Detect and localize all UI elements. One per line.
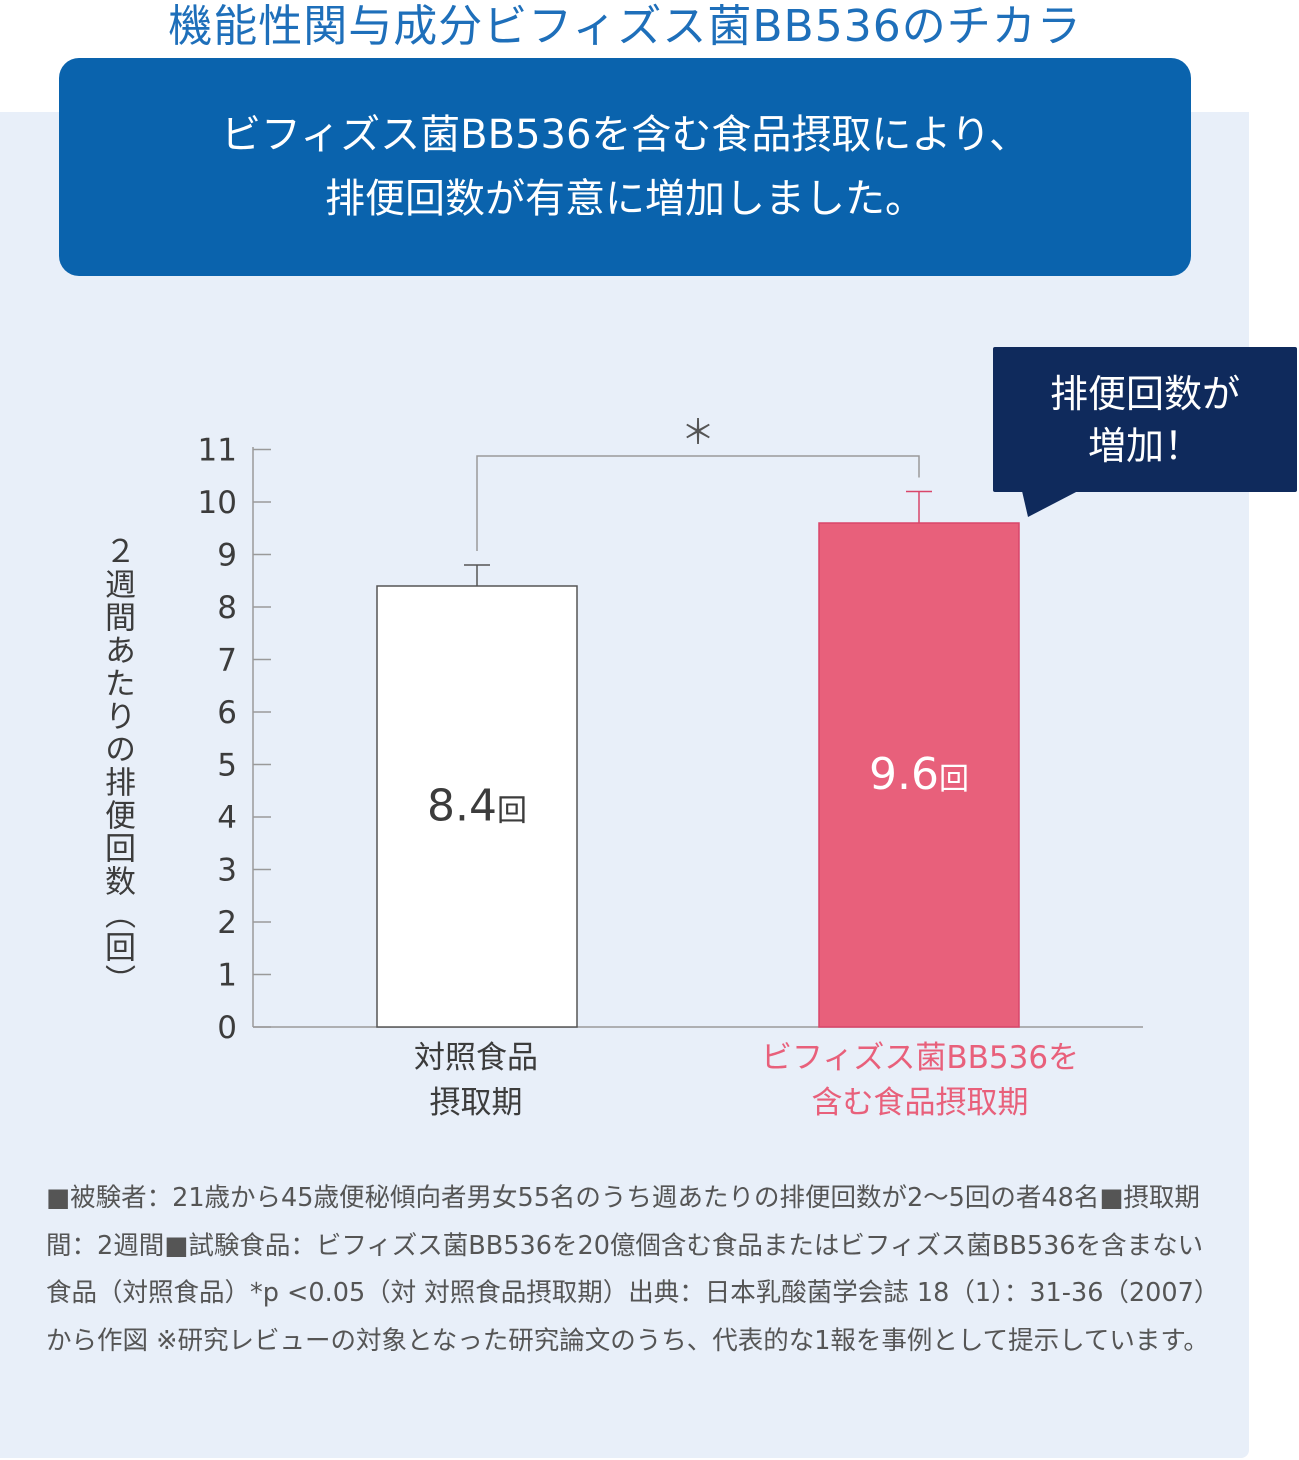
y-tick-label: 8 (217, 590, 237, 626)
y-tick-label: 11 (198, 433, 237, 469)
y-tick-label: 6 (217, 695, 237, 731)
y-tick-label: 3 (217, 853, 237, 889)
y-ticks: 0 1 2 3 4 5 6 7 8 9 10 11 (198, 433, 271, 1046)
x-category-label-line-1: ビフィズス菌BB536を (760, 1040, 1080, 1076)
bars: 8.4回9.6回 (376, 490, 1020, 1028)
bar-value-label-0: 8.4回 (427, 781, 527, 832)
x-category-label-line-1: 対照食品 (414, 1040, 538, 1076)
page-title: 機能性関与成分ビフィズス菌BB536のチカラ (168, 1, 1082, 52)
content-panel (0, 112, 1249, 1458)
callout-line-2: 増加！ (1087, 423, 1202, 468)
x-category-control: 対照食品 摂取期 (336, 1036, 616, 1126)
bar-value-unit: 回 (939, 762, 969, 797)
bar-0 (376, 585, 578, 1028)
headline-box: ビフィズス菌BB536を含む食品摂取により、 排便回数が有意に増加しました。 (59, 58, 1191, 276)
y-tick-label: 0 (217, 1010, 237, 1046)
headline-line-1: ビフィズス菌BB536を含む食品摂取により、 (220, 112, 1030, 158)
bar-value-unit: 回 (497, 794, 527, 829)
bar-value-number: 8.4 (427, 781, 497, 832)
y-tick-label: 9 (217, 538, 237, 574)
bar-value-number: 9.6 (869, 749, 939, 800)
headline-line-2: 排便回数が有意に増加しました。 (325, 176, 925, 222)
y-tick-label: 4 (217, 800, 237, 836)
y-tick-label: 2 (217, 905, 237, 941)
x-category-label-line-2: 含む食品摂取期 (811, 1085, 1029, 1121)
y-tick-label: 5 (217, 748, 237, 784)
callout-tail (1022, 491, 1078, 517)
significance-star: ＊ (681, 413, 715, 453)
increase-callout: 排便回数が 増加！ (993, 347, 1297, 492)
significance-line (476, 455, 920, 551)
x-category-label-line-2: 摂取期 (429, 1085, 523, 1121)
callout-line-1: 排便回数が (1049, 371, 1240, 416)
footnote: ■被験者：21歳から45歳便秘傾向者男女55名のうち週あたりの排便回数が2〜5回… (46, 1183, 1220, 1356)
x-category-bb536: ビフィズス菌BB536を 含む食品摂取期 (720, 1036, 1120, 1126)
y-tick-label: 1 (217, 958, 237, 994)
bar-value-label-1: 9.6回 (869, 749, 969, 800)
bar-1 (818, 522, 1020, 1028)
significance-bracket: ＊ (476, 413, 920, 551)
y-tick-label: 10 (198, 485, 237, 521)
y-tick-label: 7 (217, 643, 237, 679)
y-axis-label: ２週間あたりの排便回数（回） (99, 535, 135, 997)
